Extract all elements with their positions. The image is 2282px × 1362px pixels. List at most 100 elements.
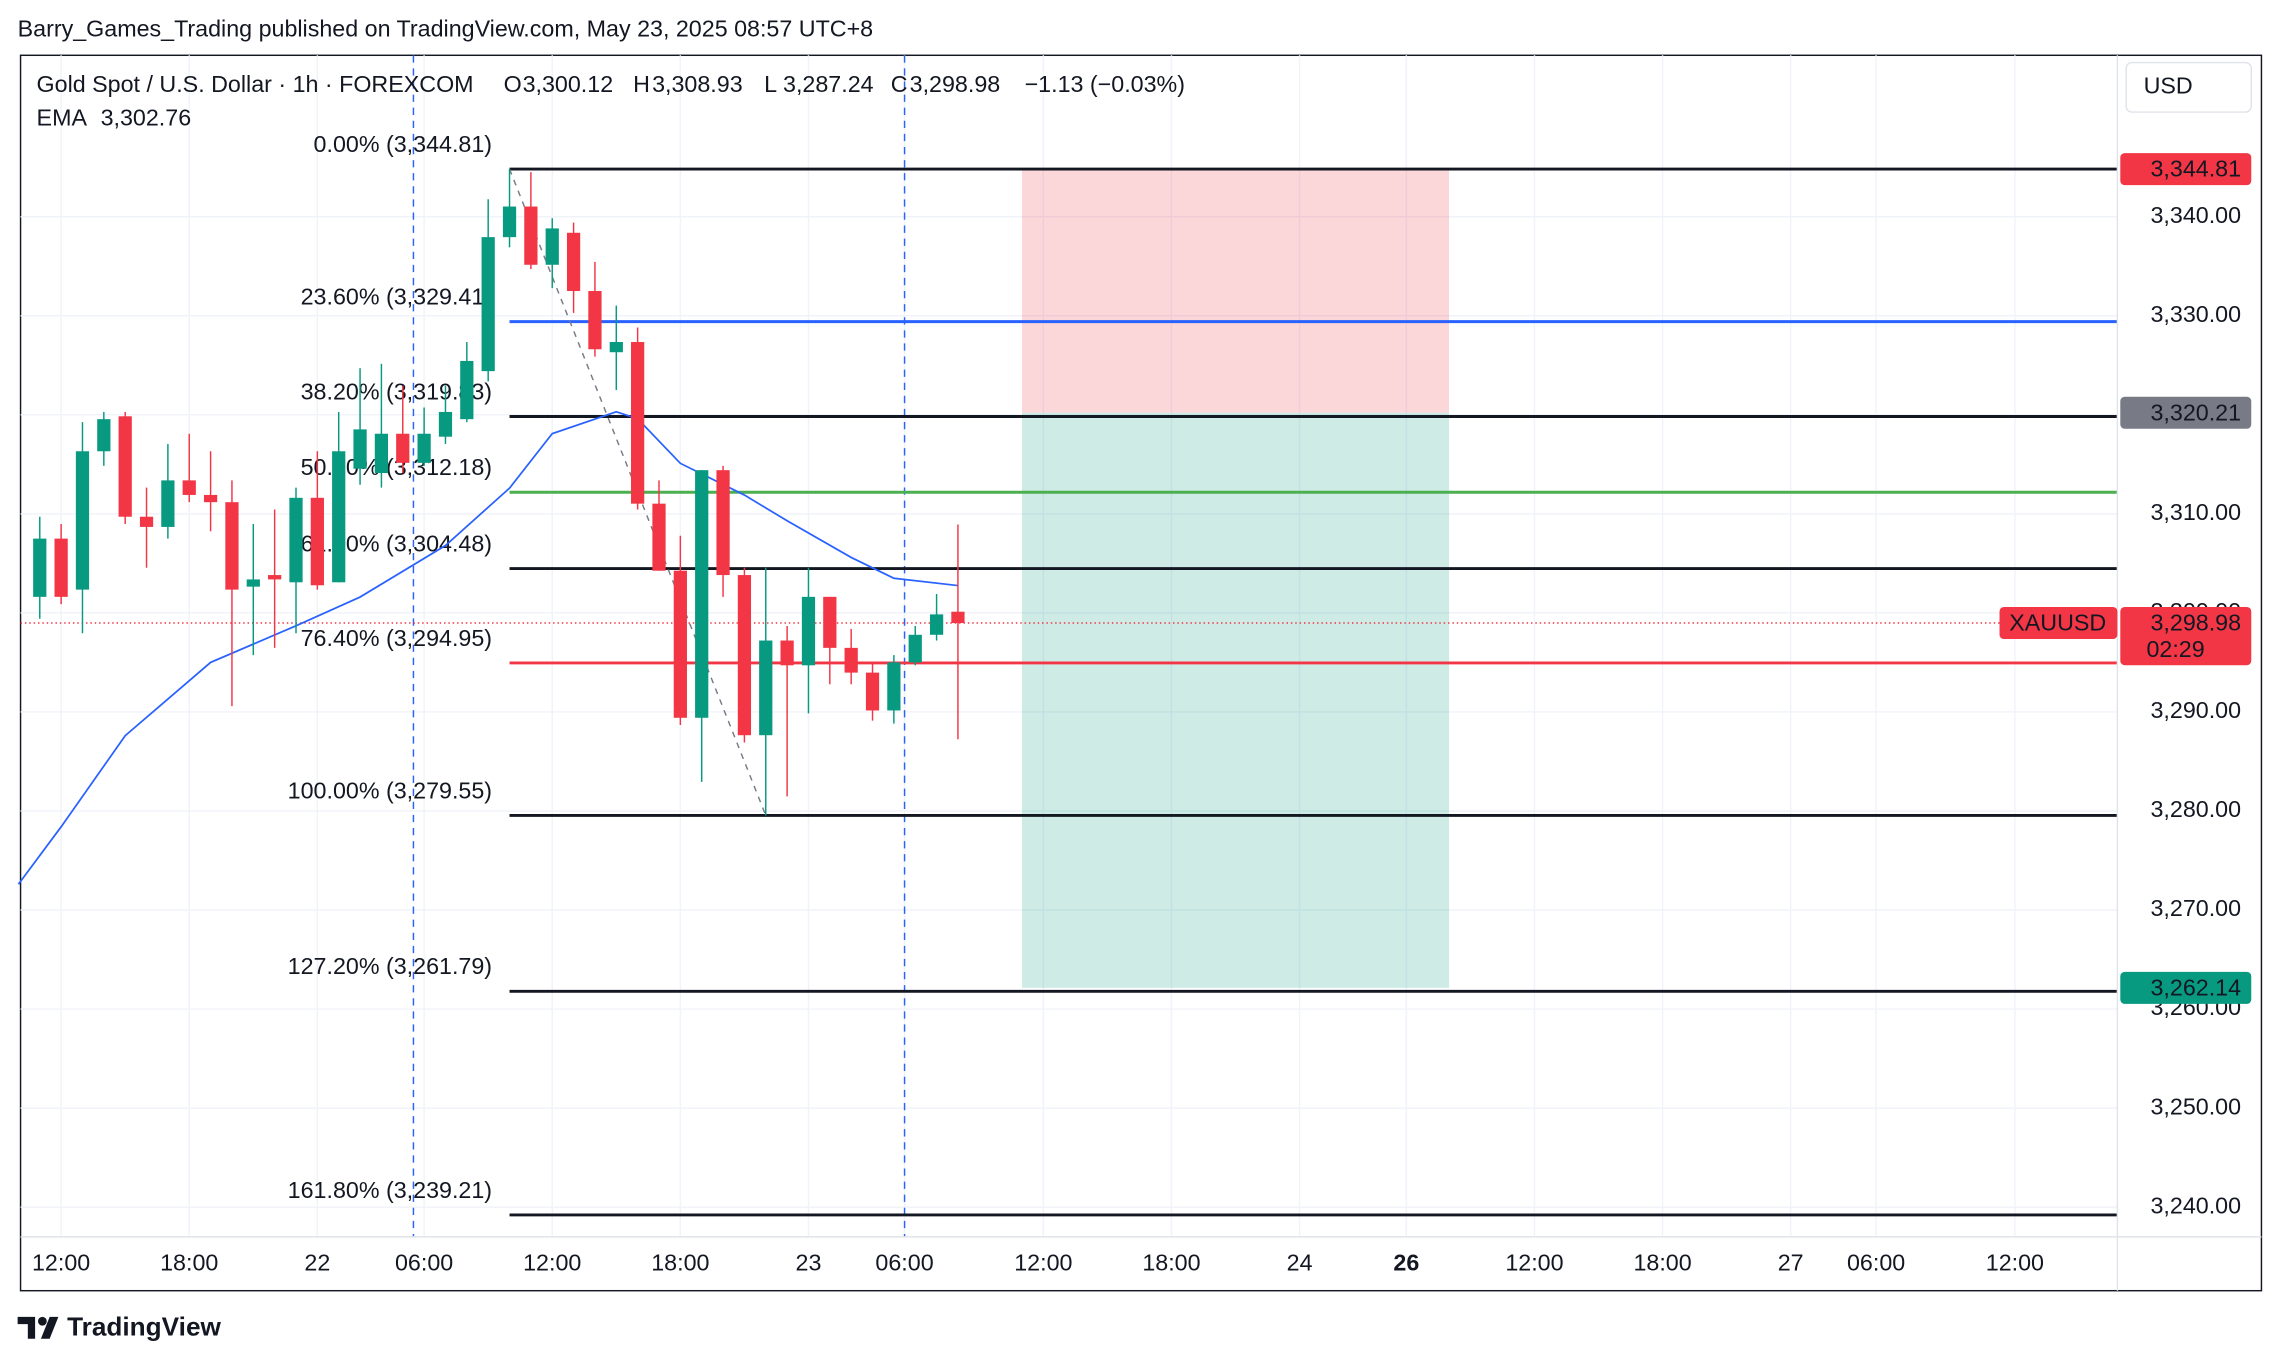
- y-tick-label: 3,240.00: [2150, 1192, 2241, 1218]
- x-tick-label: 23: [796, 1250, 822, 1276]
- currency[interactable]: USD: [2144, 72, 2193, 98]
- countdown-label: 02:29: [2146, 636, 2204, 662]
- x-tick-label: 27: [1778, 1250, 1804, 1276]
- legend-ema-value: 3,302.76: [101, 104, 192, 130]
- fib-label: 100.00% (3,279.55): [288, 777, 492, 803]
- fib-label: 61.80% (3,304.48): [301, 530, 492, 556]
- candle-body: [929, 614, 944, 635]
- candle-body: [33, 538, 47, 597]
- candle-body: [844, 647, 858, 673]
- logo-icon: [17, 1316, 36, 1339]
- y-tick-label: 3,340.00: [2150, 202, 2241, 228]
- candle-body: [417, 433, 431, 463]
- candle-body: [951, 611, 965, 624]
- currency-box[interactable]: [2125, 61, 2252, 113]
- candle-body: [203, 494, 218, 503]
- legend-title: Gold Spot / U.S. Dollar · 1h · FOREXCOM: [37, 71, 474, 97]
- y-tick-label: 3,250.00: [2150, 1093, 2241, 1119]
- fib-label: 127.20% (3,261.79): [288, 953, 492, 979]
- legend-ema-name: EMA: [37, 104, 88, 130]
- x-tick-label: 18:00: [1142, 1250, 1200, 1276]
- legend-key: L: [764, 71, 777, 97]
- y-tick-label: 3,280.00: [2150, 796, 2241, 822]
- candle-body: [97, 419, 111, 452]
- candle-body: [182, 480, 196, 495]
- x-tick-label: 06:00: [1847, 1250, 1905, 1276]
- x-tick-label: 12:00: [1505, 1250, 1563, 1276]
- price-marker-label: 3,320.21: [2150, 399, 2241, 425]
- candle-body: [566, 232, 581, 292]
- price-marker: [2120, 153, 2252, 186]
- legend-value: 3,298.98: [910, 71, 1001, 97]
- candle-body: [481, 237, 495, 372]
- candle-body: [54, 538, 68, 597]
- candle-body: [460, 360, 474, 420]
- footer-brand: TradingView: [67, 1311, 221, 1341]
- header-text: Barry_Games_Trading published on Trading…: [18, 16, 874, 42]
- target-zone: [1021, 412, 1450, 988]
- candle-body: [823, 596, 837, 648]
- candle-body: [887, 662, 901, 711]
- y-tick-label: 3,330.00: [2150, 301, 2241, 327]
- plot: 0.00% (3,344.81) 23.60% (3,329.41) 38.20% …: [17, 55, 2118, 1237]
- logo-icon: [40, 1316, 59, 1339]
- legend-key: C: [891, 71, 908, 97]
- legend-key: O: [504, 71, 522, 97]
- x-tick-label: 06:00: [395, 1250, 453, 1276]
- current-price-marker: [2120, 606, 2252, 666]
- candle-body: [631, 342, 645, 504]
- logo-icon: [38, 1316, 47, 1326]
- stop-zone: [1021, 169, 1450, 413]
- candle-body: [289, 497, 303, 583]
- candle-body: [545, 228, 559, 265]
- fib-label: 23.60% (3,329.41): [301, 283, 492, 309]
- candle-body: [865, 672, 880, 711]
- y-tick-label: 3,270.00: [2150, 895, 2241, 921]
- candle-body: [502, 206, 517, 238]
- fib-label: 76.40% (3,294.95): [301, 625, 492, 651]
- candle-body: [737, 575, 752, 736]
- x-tick-label: 24: [1287, 1250, 1313, 1276]
- price-marker-label: 3,344.81: [2150, 156, 2241, 182]
- candle-body: [673, 570, 687, 718]
- candle-body: [75, 451, 90, 590]
- candle-body: [161, 480, 175, 527]
- overlay: 3,344.81 3,320.21 3,262.14 XAUUSD 3,298.9802…: [1999, 153, 2252, 1004]
- candle-body: [268, 575, 282, 580]
- x-tick-label: 06:00: [875, 1250, 933, 1276]
- x-tick-label: 26: [1393, 1250, 1419, 1276]
- candle-body: [310, 497, 324, 586]
- candle-body: [139, 516, 154, 527]
- candle-body: [438, 411, 453, 437]
- ema-line: [17, 410, 959, 885]
- x-tick-label: 12:00: [32, 1250, 90, 1276]
- x-tick-label: 12:00: [523, 1250, 581, 1276]
- symbol-tag: [1999, 606, 2118, 640]
- x-tick-label: 18:00: [1633, 1250, 1691, 1276]
- candle-body: [695, 470, 709, 718]
- x-tick-label: 22: [304, 1250, 330, 1276]
- candle-body: [652, 503, 666, 571]
- candle-body: [396, 433, 410, 463]
- candle-body: [332, 451, 346, 583]
- x-tick-label: 18:00: [160, 1250, 218, 1276]
- fib-label: 38.20% (3,319.83): [301, 378, 492, 404]
- chart-frame: [19, 54, 2263, 1292]
- price-marker: [2120, 396, 2252, 429]
- x-tick-label: 12:00: [1014, 1250, 1072, 1276]
- legend-key: H: [633, 71, 650, 97]
- candle-body: [118, 416, 132, 517]
- price-marker: [2120, 971, 2252, 1004]
- y-tick-label: 3,310.00: [2150, 499, 2241, 525]
- current-price-label: 3,298.98: [2150, 610, 2241, 636]
- candle-body: [353, 429, 367, 469]
- candle-body: [716, 470, 730, 576]
- candle-body: [524, 206, 538, 265]
- candle-body: [225, 502, 239, 590]
- y-tick-label: 3,290.00: [2150, 697, 2241, 723]
- candle-body: [609, 342, 623, 353]
- candle-body: [801, 596, 816, 666]
- x-tick-label: 12:00: [1986, 1250, 2044, 1276]
- candle-body: [759, 640, 773, 736]
